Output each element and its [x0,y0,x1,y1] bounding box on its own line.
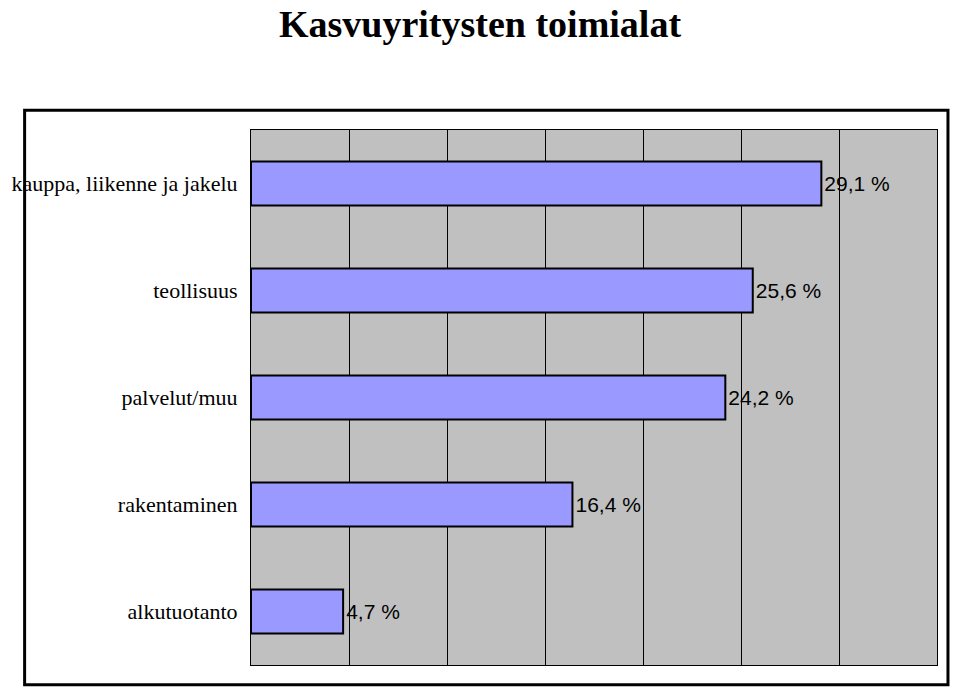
svg-text:29,1 %: 29,1 % [824,172,889,195]
svg-text:kauppa, liikenne ja jakelu: kauppa, liikenne ja jakelu [12,171,238,196]
svg-text:16,4 %: 16,4 % [575,493,640,516]
svg-text:Kasvuyritysten toimialat: Kasvuyritysten toimialat [279,3,681,45]
svg-text:25,6 %: 25,6 % [756,279,821,302]
svg-text:alkutuotanto: alkutuotanto [128,599,238,624]
svg-text:teollisuus: teollisuus [153,278,237,303]
svg-text:24,2 %: 24,2 % [728,386,793,409]
svg-text:palvelut/muu: palvelut/muu [122,385,238,410]
svg-text:4,7 %: 4,7 % [346,600,400,623]
svg-text:rakentaminen: rakentaminen [118,492,238,517]
